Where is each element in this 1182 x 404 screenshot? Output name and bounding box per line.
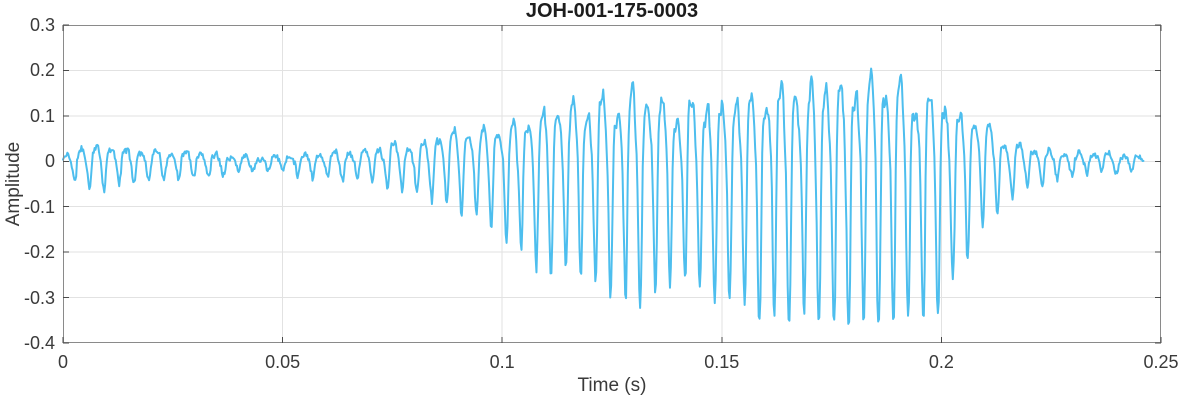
x-tick-label: 0.05 [265, 352, 301, 372]
x-tick-label: 0.1 [489, 352, 515, 372]
x-tick-label: 0.15 [704, 352, 740, 372]
y-tick-label: -0.4 [23, 333, 55, 353]
y-tick-label: 0.2 [29, 60, 55, 81]
y-tick-label: -0.1 [23, 196, 55, 217]
y-tick-label: 0 [44, 151, 55, 172]
x-tick-label: 0 [57, 352, 69, 372]
x-tick-label: 0.25 [1143, 352, 1179, 372]
axes-box [62, 24, 1162, 344]
chart-title: JOH-001-175-0003 [525, 0, 699, 22]
x-tick-label: 0.2 [928, 352, 954, 372]
waveform-path [62, 67, 1145, 325]
y-tick-label: -0.2 [23, 242, 55, 263]
y-tick-label: -0.3 [23, 287, 55, 308]
y-tick-label: 0.3 [29, 15, 55, 35]
y-tick-label: 0.1 [29, 105, 55, 126]
x-axis-label: Time (s) [577, 375, 647, 396]
